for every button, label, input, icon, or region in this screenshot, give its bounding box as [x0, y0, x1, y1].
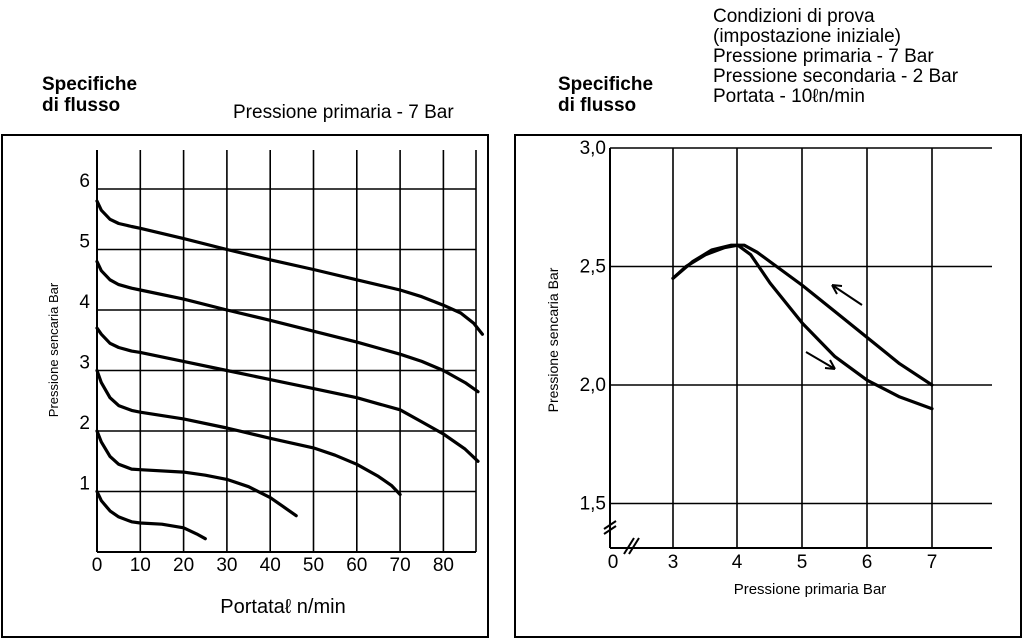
left-chart: 0 10 20 30 40 50 60 70 80 1 2 3 4 5 6 Pressione sencar…: [1, 134, 489, 638]
right-x-tick-label: 5: [797, 552, 808, 573]
left-curve-3-bar: [95, 368, 402, 497]
right-y-tick-label: 2,0: [580, 375, 606, 396]
left-y-tick-label: 1: [79, 474, 90, 495]
left-curve-5-bar: [95, 260, 480, 394]
right-y-tick-label: 3,0: [580, 138, 606, 159]
left-curve-1-bar: [95, 489, 207, 541]
left-grid: [96, 150, 477, 553]
right-frame: [514, 134, 1022, 638]
left-x-tick-label: 60: [346, 555, 367, 576]
condition-line-3: Pressione primaria - 7 Bar: [713, 46, 934, 67]
right-y-tick-label: 2,5: [580, 257, 606, 278]
left-y-axis-label: Pressione sencaria Bar: [46, 282, 61, 417]
left-header-line1: Specifiche: [42, 74, 138, 95]
left-curve-4-bar: [95, 326, 480, 463]
right-y-tick-label: 1,5: [580, 494, 606, 515]
left-x-axis-label: Portataℓ n/min: [220, 596, 345, 618]
right-grid: [609, 147, 992, 549]
left-x-tick-label: 30: [216, 555, 237, 576]
right-header-line2: di flusso: [558, 95, 637, 116]
left-x-tick-label: 40: [260, 555, 281, 576]
right-y-axis-label: Pressione sencaria Bar: [545, 267, 561, 412]
left-y-tick-label: 2: [79, 413, 90, 434]
left-subtitle: Pressione primaria - 7 Bar: [233, 102, 454, 123]
left-frame: [1, 134, 489, 638]
right-x-tick-label: 3: [668, 552, 679, 573]
right-x-tick-label: 4: [732, 552, 743, 573]
right-x-tick-label: 7: [927, 552, 938, 573]
left-x-tick-label: 70: [390, 555, 411, 576]
arrow-increasing-pressure: [805, 351, 836, 370]
right-x-axis-label: Pressione primaria Bar: [734, 581, 887, 598]
left-y-tick-label: 6: [79, 171, 90, 192]
arrow-decreasing-pressure: [831, 284, 863, 306]
right-x-tick-label: 0: [608, 552, 619, 573]
left-ticks: 0 10 20 30 40 50 60 70 80 1 2 3 4 5 6: [79, 171, 454, 576]
right-ticks: 0 3 4 5 6 7 1,5 2,0 2,5 3,0: [580, 138, 938, 573]
test-conditions: Condizioni di prova (impostazione inizia…: [713, 7, 958, 107]
left-curve-2-bar: [95, 429, 298, 518]
left-curve-6-bar: [95, 199, 484, 336]
right-header-line1: Specifiche: [558, 74, 654, 95]
condition-line-4: Pressione secondaria - 2 Bar: [713, 66, 959, 87]
y-axis-break: [603, 520, 617, 535]
left-x-tick-label: 80: [433, 555, 454, 576]
condition-line-1: Condizioni di prova: [713, 6, 875, 27]
left-x-tick-label: 20: [173, 555, 194, 576]
left-series: [95, 199, 484, 541]
right-curve-decreasing: [671, 243, 934, 387]
right-header: Specifiche di flusso: [558, 74, 653, 116]
right-chart: 0 3 4 5 6 7 1,5 2,0 2,5 3,0 Pressione sencaria Ba…: [514, 134, 1022, 638]
x-axis-break: [623, 537, 640, 555]
left-y-tick-label: 3: [79, 353, 90, 374]
right-x-tick-label: 6: [862, 552, 873, 573]
right-series: [671, 243, 934, 411]
left-x-tick-label: 50: [303, 555, 324, 576]
left-x-tick-label: 0: [92, 555, 103, 576]
condition-line-5: Portata - 10ℓn/min: [713, 86, 865, 107]
left-header-line2: di flusso: [42, 95, 121, 116]
left-header: Specifiche di flusso: [42, 74, 137, 116]
left-y-tick-label: 5: [79, 232, 90, 253]
left-x-tick-label: 10: [130, 555, 151, 576]
condition-line-2: (impostazione iniziale): [713, 26, 901, 47]
left-y-tick-label: 4: [79, 292, 90, 313]
